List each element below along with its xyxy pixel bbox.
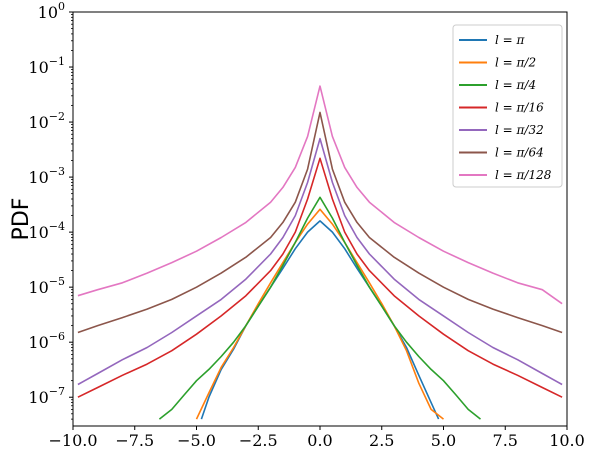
legend-label-4: l = π/32 xyxy=(495,123,544,137)
y-axis: 100 10−1 10−2 10−3 10−4 10−5 10−6 10−7 xyxy=(28,0,73,420)
y-axis-label: PDF xyxy=(9,198,34,241)
series-layer xyxy=(77,85,563,420)
legend-label-3: l = π/16 xyxy=(495,101,544,115)
x-tick-label-4: 0.0 xyxy=(307,431,332,450)
x-tick-label-6: 5.0 xyxy=(431,431,456,450)
legend-label-6: l = π/128 xyxy=(495,168,552,182)
series-line-3 xyxy=(77,157,563,398)
series-line-0 xyxy=(200,220,440,420)
x-tick-label-3: −2.5 xyxy=(239,431,278,450)
legend-label-0: l = π xyxy=(495,33,526,47)
series-line-5 xyxy=(77,111,563,334)
y-tick-label-5: 10−5 xyxy=(28,275,65,297)
series-line-4 xyxy=(77,137,563,386)
series-line-6 xyxy=(77,85,563,305)
y-tick-label-6: 10−6 xyxy=(28,330,65,352)
x-tick-label-2: −5.0 xyxy=(177,431,216,450)
legend-label-1: l = π/2 xyxy=(495,56,536,70)
legend-label-5: l = π/64 xyxy=(495,146,544,160)
x-tick-label-5: 2.5 xyxy=(369,431,394,450)
y-tick-label-1: 10−1 xyxy=(28,55,65,77)
legend-box xyxy=(452,24,563,188)
y-tick-label-0: 100 xyxy=(38,0,65,22)
x-tick-label-0: −10.0 xyxy=(48,431,97,450)
y-tick-label-4: 10−4 xyxy=(28,220,65,242)
y-tick-label-3: 10−3 xyxy=(28,165,65,187)
legend-label-2: l = π/4 xyxy=(495,78,536,92)
x-axis: −10.0 −7.5 −5.0 −2.5 0.0 2.5 5.0 7.5 10.0 xyxy=(48,426,585,450)
series-line-2 xyxy=(158,196,481,420)
y-tick-label-7: 10−7 xyxy=(28,385,65,407)
series-line-1 xyxy=(195,208,444,420)
legend: l = π l = π/2 l = π/4 l = π/16 l = π/32 l = π… xyxy=(452,24,563,188)
x-tick-label-1: −7.5 xyxy=(115,431,154,450)
y-tick-label-2: 10−2 xyxy=(28,110,65,132)
x-tick-label-8: 10.0 xyxy=(549,431,585,450)
x-tick-label-7: 7.5 xyxy=(493,431,518,450)
